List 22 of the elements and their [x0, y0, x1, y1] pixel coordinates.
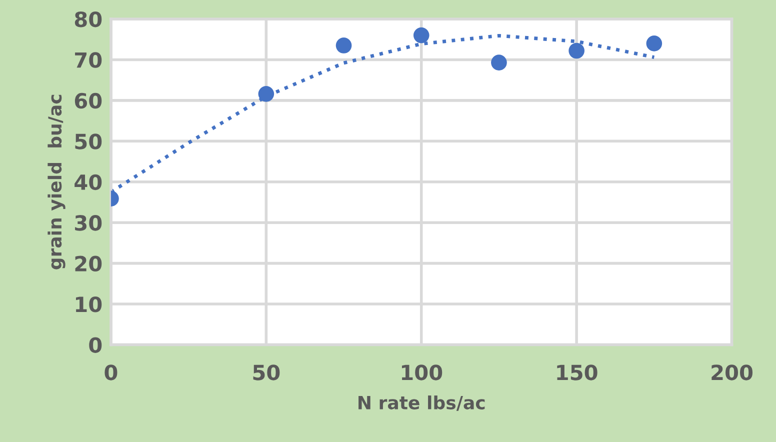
y-tick-label: 0 — [89, 337, 102, 353]
x-tick-label: 150 — [557, 364, 598, 380]
y-tick-label: 40 — [74, 174, 102, 190]
y-tick-label: 70 — [75, 52, 102, 68]
y-tick-label: 50 — [75, 134, 102, 150]
point — [646, 36, 662, 52]
point — [568, 42, 584, 59]
y-tick-label: 20 — [75, 256, 102, 272]
y-tick-label: 30 — [75, 215, 102, 231]
x-tick-label: 0 — [104, 364, 118, 380]
x-tick-label: 100 — [402, 364, 442, 380]
point — [258, 86, 274, 102]
y-axis-title: grain yield bu/ac — [48, 94, 66, 270]
point — [413, 27, 430, 44]
y-tick-label: 60 — [74, 92, 102, 109]
point — [336, 38, 352, 54]
x-axis-title: N rate lbs/ac — [358, 395, 485, 411]
x-tick-label: 200 — [712, 364, 753, 380]
x-tick-label: 50 — [253, 364, 280, 380]
y-tick-label: 80 — [74, 11, 102, 28]
y-tick-label: 10 — [76, 296, 102, 312]
point — [491, 54, 507, 70]
